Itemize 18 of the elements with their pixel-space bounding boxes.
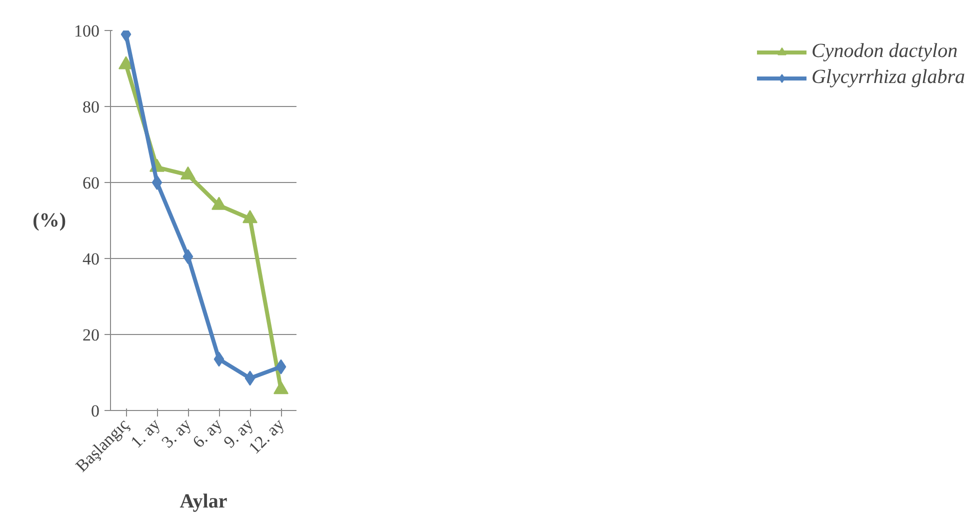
legend-label: Cynodon dactylon [811,40,958,63]
point [152,175,162,190]
y-tick-label: 100 [74,22,100,40]
point [242,210,258,224]
point [180,166,196,180]
y-axis-title: (%) [32,210,66,232]
point [212,196,226,210]
y-tick-label: 20 [82,326,100,344]
legend-label: Glycyrrhiza glabra [811,66,965,89]
point [182,249,194,264]
y-tick-label: 60 [82,174,100,192]
x-axis-title: Aylar [180,490,228,512]
y-tick-label: 0 [91,402,100,420]
y-tick-label: 80 [82,98,100,116]
point [276,359,286,374]
point [214,352,224,367]
point [244,370,256,386]
y-tick-label: 40 [82,250,100,268]
